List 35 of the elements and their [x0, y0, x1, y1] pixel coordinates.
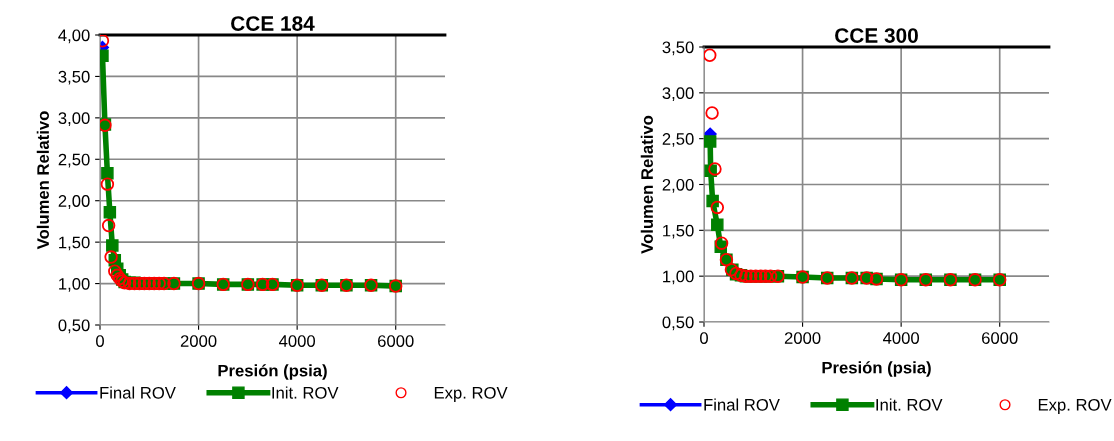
x-tick-label: 4000	[278, 335, 316, 347]
y-tick-label: 1,50	[59, 236, 90, 251]
legend-label: Exp. ROV	[434, 386, 508, 402]
y-axis-title: Volumen Relativo	[640, 115, 653, 254]
y-tick-label: 0,50	[662, 316, 694, 331]
legend-label: Init. ROV	[272, 386, 339, 399]
x-tick-label: 4000	[882, 332, 920, 344]
legend-label: Init. ROV	[876, 398, 943, 411]
y-tick-label: 3,00	[662, 87, 694, 102]
x-tick-label: 6000	[982, 332, 1018, 344]
chart-title: CCE 300	[835, 28, 918, 43]
y-tick-label: 3,50	[662, 41, 694, 56]
y-tick-label: 1,50	[663, 224, 694, 239]
x-tick-label: 2000	[180, 335, 217, 347]
legend-label: Final ROV	[100, 386, 176, 399]
y-tick-label: 1,00	[59, 277, 90, 292]
legend-label: Exp. ROV	[1038, 398, 1112, 414]
legend-label: Final ROV	[704, 398, 780, 411]
y-tick-label: 2,50	[662, 133, 694, 147]
y-tick-label: 2,00	[662, 178, 694, 193]
y-tick-label: 4,00	[58, 29, 90, 44]
x-axis-title: Presión (psia)	[218, 364, 327, 380]
y-tick-label: 0,50	[58, 319, 90, 334]
x-tick-label: 6000	[378, 335, 414, 347]
y-tick-label: 2,50	[58, 153, 90, 168]
x-tick-label: 0	[700, 332, 708, 344]
chart-title: CCE 184	[231, 16, 315, 31]
y-tick-label: 2,00	[58, 195, 90, 209]
x-tick-label: 0	[96, 335, 104, 347]
x-tick-label: 2000	[784, 332, 821, 344]
x-axis-title: Presión (psia)	[822, 361, 931, 377]
y-tick-label: 3,00	[58, 112, 90, 127]
y-tick-label: 3,50	[58, 70, 90, 85]
y-tick-label: 1,00	[663, 270, 694, 285]
y-axis-title: Volumen Relativo	[36, 111, 49, 250]
